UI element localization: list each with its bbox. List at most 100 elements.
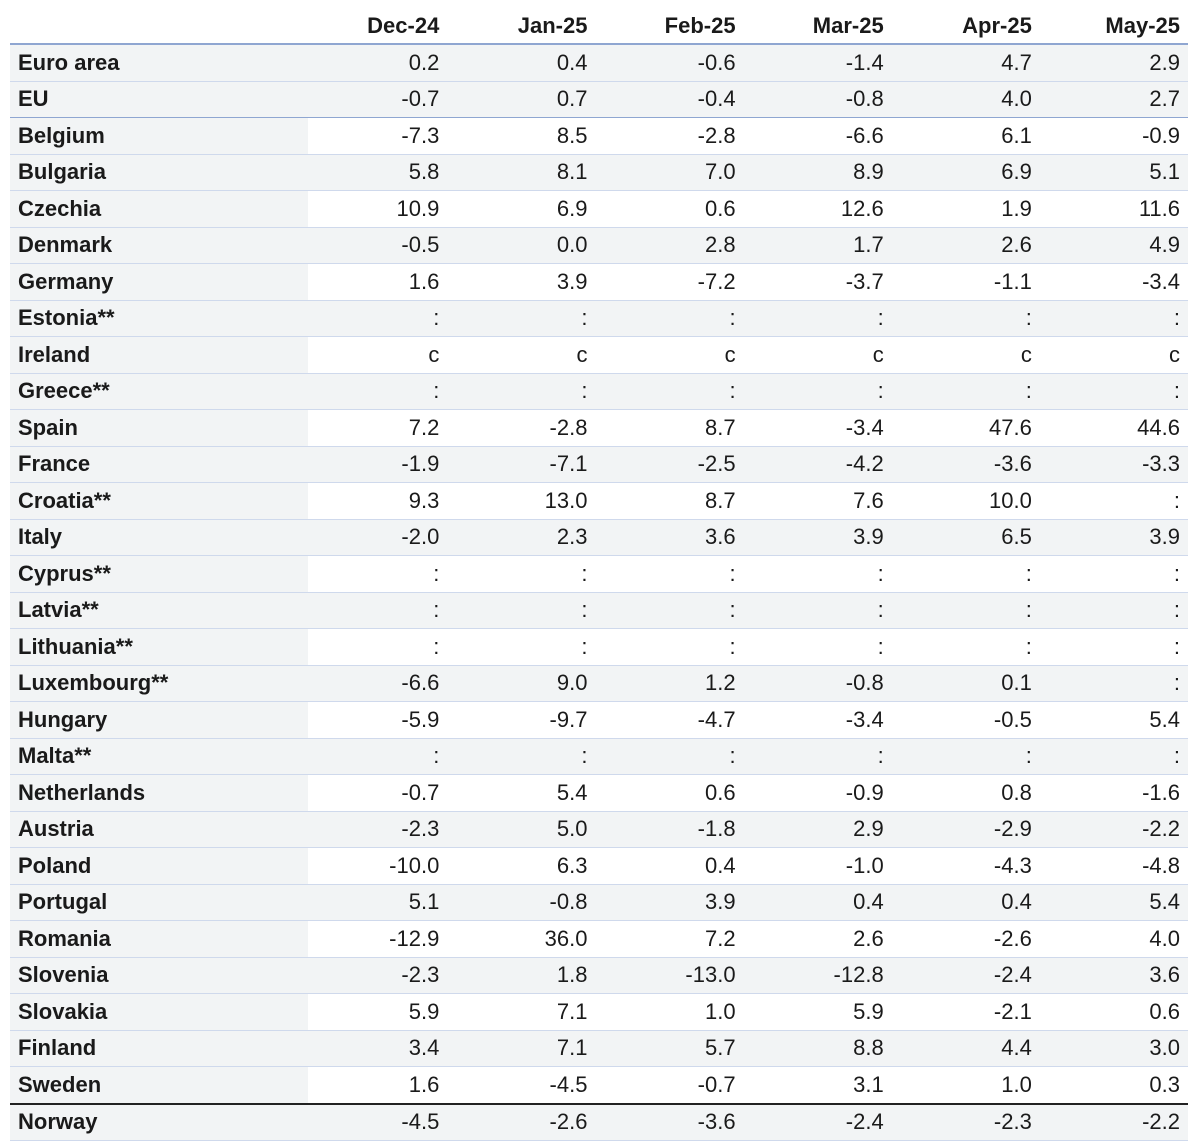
value-cell: -9.7 [447,701,596,739]
value-cell: 0.7 [447,81,596,118]
value-cell: -2.3 [891,1102,1040,1141]
value-cell: : [595,592,744,629]
value-cell: 5.1 [1039,154,1188,191]
value-cell: : [595,555,744,593]
value-cell: -0.5 [891,701,1040,739]
value-cell: -1.6 [1039,774,1188,812]
value-cell: c [1039,336,1188,374]
table-row: Poland -10.0 6.3 0.4 -1.0 -4.3 -4.8 [10,847,1188,885]
value-cell: 1.0 [891,1066,1040,1104]
value-cell: 4.0 [1039,920,1188,958]
value-cell: : [891,555,1040,593]
value-cell: 0.0 [447,227,596,264]
value-cell: -4.8 [1039,847,1188,885]
value-cell: -3.4 [743,409,892,447]
header-apr-25: Apr-25 [891,9,1040,45]
value-cell: : [447,738,596,775]
value-cell: 3.6 [1039,957,1188,994]
value-cell: : [1039,738,1188,775]
value-cell: : [447,373,596,410]
header-jan-25: Jan-25 [447,9,596,45]
value-cell: : [743,738,892,775]
value-cell: 0.1 [891,665,1040,702]
value-cell: -0.8 [743,81,892,118]
country-cell: Belgium [10,117,309,155]
value-cell: -2.3 [308,811,448,848]
value-cell: -2.2 [1039,811,1188,848]
value-cell: : [1039,592,1188,629]
value-cell: 1.8 [447,957,596,994]
value-cell: c [891,336,1040,374]
table-row: Germany 1.6 3.9 -7.2 -3.7 -1.1 -3.4 [10,263,1188,301]
value-cell: : [891,628,1040,666]
header-feb-25: Feb-25 [595,9,744,45]
value-cell: 0.3 [1039,1066,1188,1104]
value-cell: 0.4 [891,884,1040,921]
country-cell: France [10,446,309,483]
table-row: Malta**:::::: [10,738,1188,775]
country-cell: Romania [10,920,309,958]
value-cell: -5.9 [308,701,448,739]
value-cell: : [1039,373,1188,410]
value-cell: 4.4 [891,1030,1040,1067]
country-cell: Italy [10,519,309,556]
table-row: Spain 7.2 -2.8 8.7 -3.4 47.6 44.6 [10,409,1188,447]
value-cell: -4.7 [595,701,744,739]
table-row: Finland 3.4 7.1 5.7 8.8 4.4 3.0 [10,1030,1188,1067]
value-cell: 7.2 [308,409,448,447]
country-cell: Cyprus** [10,555,309,593]
value-cell: 36.0 [447,920,596,958]
country-cell: Finland [10,1030,309,1067]
value-cell: : [308,628,448,666]
value-cell: -0.8 [447,884,596,921]
table-row: Estonia**:::::: [10,300,1188,337]
value-cell: -1.4 [743,44,892,82]
value-cell: 8.7 [595,409,744,447]
value-cell: -2.9 [891,811,1040,848]
value-cell: -1.8 [595,811,744,848]
value-cell: : [447,555,596,593]
table-row: Euro area 0.2 0.4 -0.6 -1.4 4.7 2.9 [10,44,1188,82]
value-cell: -6.6 [308,665,448,702]
value-cell: 1.6 [308,1066,448,1104]
value-cell: 8.7 [595,482,744,520]
value-cell: 3.9 [743,519,892,556]
value-cell: -2.2 [1039,1102,1188,1141]
value-cell: -4.2 [743,446,892,483]
value-cell: 2.7 [1039,81,1188,118]
value-cell: -2.6 [891,920,1040,958]
value-cell: : [891,738,1040,775]
value-cell: 0.6 [595,190,744,228]
country-cell: Portugal [10,884,309,921]
value-cell: 7.6 [743,482,892,520]
value-cell: -2.4 [891,957,1040,994]
value-cell: -0.8 [743,665,892,702]
value-cell: 6.5 [891,519,1040,556]
value-cell: 2.6 [891,227,1040,264]
table-row: Ireland c c c c c c [10,336,1188,374]
country-cell: Slovakia [10,993,309,1031]
country-cell: Greece** [10,373,309,410]
value-cell: -0.6 [595,44,744,82]
value-cell: -4.3 [891,847,1040,885]
value-cell: : [308,373,448,410]
value-cell: -0.7 [308,774,448,812]
value-cell: : [743,555,892,593]
value-cell: 3.9 [1039,519,1188,556]
value-cell: 5.9 [308,993,448,1031]
value-cell: 10.0 [891,482,1040,520]
value-cell: 12.6 [743,190,892,228]
value-cell: : [1039,665,1188,702]
value-cell: c [743,336,892,374]
value-cell: : [1039,555,1188,593]
value-cell: : [891,300,1040,337]
value-cell: 1.2 [595,665,744,702]
table-row: Romania -12.9 36.0 7.2 2.6 -2.6 4.0 [10,920,1188,958]
value-cell: 4.7 [891,44,1040,82]
header-mar-25: Mar-25 [743,9,892,45]
value-cell: 1.6 [308,263,448,301]
table-row: Austria -2.3 5.0 -1.8 2.9 -2.9 -2.2 [10,811,1188,848]
value-cell: 5.4 [1039,884,1188,921]
value-cell: : [308,592,448,629]
table-row: Lithuania**:::::: [10,628,1188,666]
